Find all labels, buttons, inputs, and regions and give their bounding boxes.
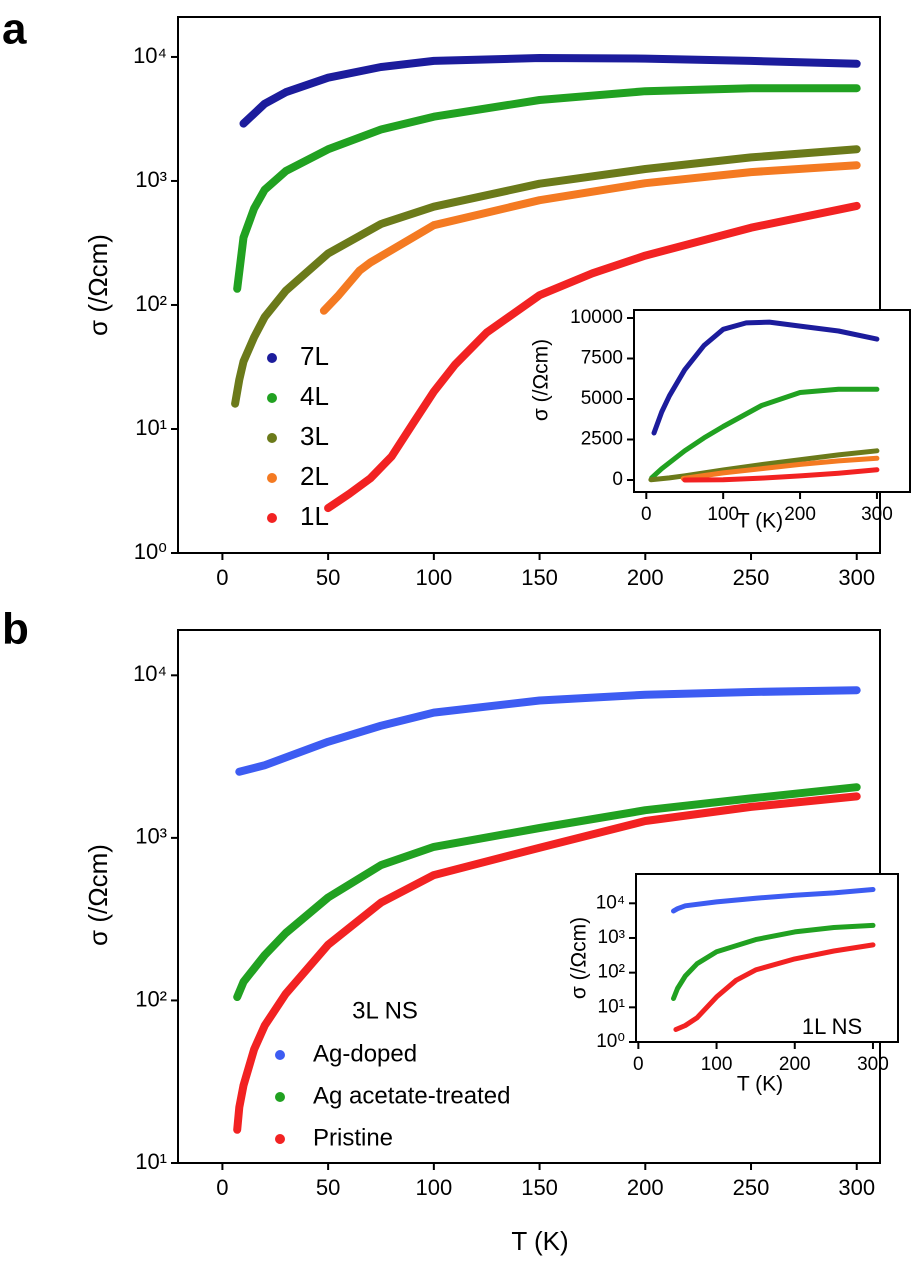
y-axis-label: σ (/Ωcm) xyxy=(568,917,591,999)
series-line xyxy=(324,201,861,513)
legend-marker xyxy=(275,1092,285,1102)
series-line xyxy=(682,467,880,483)
x-tick-label: 50 xyxy=(316,565,340,590)
legend-label: 3L xyxy=(300,421,329,451)
x-axis-label: T (K) xyxy=(737,510,783,533)
x-tick-label: 300 xyxy=(857,1054,889,1075)
x-tick-label: 150 xyxy=(521,565,558,590)
y-tick-label: 10³ xyxy=(135,167,167,192)
y-tick-label: 10⁴ xyxy=(133,661,167,686)
series-line xyxy=(239,54,861,128)
y-axis-label: σ (/Ωcm) xyxy=(83,234,113,336)
x-tick-label: 100 xyxy=(415,565,452,590)
x-tick-label: 150 xyxy=(521,1175,558,1200)
legend-marker xyxy=(267,513,277,523)
x-tick-label: 200 xyxy=(779,1054,811,1075)
y-tick-label: 10³ xyxy=(135,824,167,849)
plot-area xyxy=(635,873,899,1043)
legend-label: Pristine xyxy=(313,1124,393,1151)
y-tick-label: 10¹ xyxy=(135,1149,167,1174)
legend-marker xyxy=(275,1050,285,1060)
y-tick-label: 10000 xyxy=(570,307,623,328)
series-line xyxy=(673,942,876,1032)
y-tick-label: 0 xyxy=(612,469,623,490)
y-tick-label: 10¹ xyxy=(135,415,167,440)
x-tick-label: 300 xyxy=(838,1175,875,1200)
x-tick-label: 0 xyxy=(216,1175,228,1200)
panel-label: a xyxy=(2,5,27,54)
series-line xyxy=(233,783,861,1001)
x-axis-label: T (K) xyxy=(511,1226,568,1256)
legend-label: 4L xyxy=(300,381,329,411)
y-tick-label: 5000 xyxy=(581,388,623,409)
y-tick-label: 10² xyxy=(135,291,167,316)
series-line xyxy=(648,448,880,483)
series-line xyxy=(651,319,880,436)
panel-label: b xyxy=(2,605,29,654)
legend-label: Ag-doped xyxy=(313,1040,417,1067)
series-line xyxy=(233,84,861,293)
y-tick-label: 10¹ xyxy=(598,996,625,1017)
legend-label: 1L xyxy=(300,501,329,531)
x-tick-label: 250 xyxy=(733,565,770,590)
x-tick-label: 100 xyxy=(701,1054,733,1075)
y-tick-label: 10⁴ xyxy=(133,43,167,68)
x-tick-label: 200 xyxy=(627,1175,664,1200)
legend-marker xyxy=(267,433,277,443)
y-tick-label: 10⁰ xyxy=(596,1031,625,1052)
x-tick-label: 0 xyxy=(641,504,652,525)
legend-marker xyxy=(267,393,277,403)
x-tick-label: 0 xyxy=(216,565,228,590)
y-axis-label: σ (/Ωcm) xyxy=(530,339,553,421)
series-line xyxy=(319,161,861,315)
legend-marker xyxy=(267,473,277,483)
y-axis-label: σ (/Ωcm) xyxy=(83,844,113,946)
legend-label: 2L xyxy=(300,461,329,491)
series-line xyxy=(671,887,876,914)
series-line xyxy=(235,686,861,776)
series-line xyxy=(233,792,861,1134)
legend-label: 7L xyxy=(300,341,329,371)
y-tick-label: 2500 xyxy=(581,429,623,450)
y-tick-label: 10⁴ xyxy=(596,892,625,913)
x-tick-label: 250 xyxy=(733,1175,770,1200)
series-line xyxy=(680,455,880,481)
series-line xyxy=(231,145,861,408)
x-tick-label: 300 xyxy=(838,565,875,590)
x-tick-label: 200 xyxy=(784,504,816,525)
legend-marker xyxy=(275,1134,285,1144)
x-tick-label: 100 xyxy=(707,504,739,525)
x-tick-label: 0 xyxy=(633,1054,644,1075)
x-axis-label: T (K) xyxy=(737,1073,783,1096)
x-tick-label: 300 xyxy=(861,504,893,525)
series-line xyxy=(671,922,876,1001)
y-tick-label: 10³ xyxy=(598,927,625,948)
series-line xyxy=(649,386,880,481)
x-tick-label: 200 xyxy=(627,565,664,590)
legend-marker xyxy=(267,353,277,363)
y-tick-label: 7500 xyxy=(581,348,623,369)
x-tick-label: 100 xyxy=(415,1175,452,1200)
x-tick-label: 50 xyxy=(316,1175,340,1200)
y-tick-label: 10⁰ xyxy=(134,539,167,564)
legend-label: Ag acetate-treated xyxy=(313,1082,510,1109)
y-tick-label: 10² xyxy=(598,962,625,983)
legend-title: 3L NS xyxy=(352,997,418,1024)
annotation: 1L NS xyxy=(802,1014,862,1039)
y-tick-label: 10² xyxy=(135,986,167,1011)
